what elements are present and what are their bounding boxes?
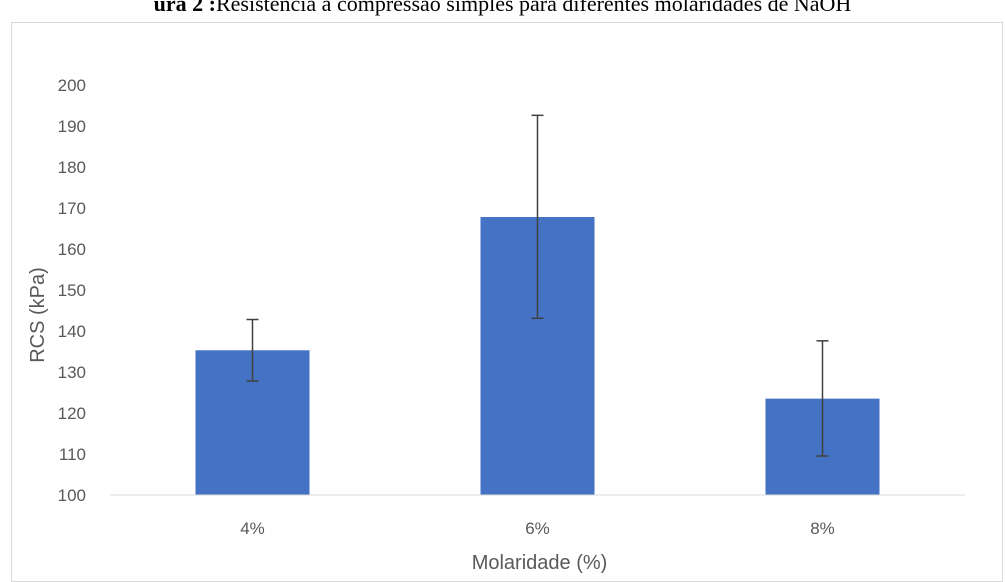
x-tick-label: 6% [525,519,550,538]
y-axis-title: RCS (kPa) [27,267,49,363]
y-tick-label: 160 [58,240,86,259]
error-bar [531,114,544,320]
error-bar [816,340,829,457]
error-bar [246,318,259,382]
y-tick-label: 200 [58,76,86,95]
x-axis-title: Molaridade (%) [472,552,608,574]
x-tick-label: 4% [240,519,265,538]
y-tick-label: 190 [58,117,86,136]
y-tick-label: 150 [58,281,86,300]
y-tick-label: 110 [59,445,86,464]
y-tick-label: 170 [58,199,86,218]
x-tick-label: 8% [810,519,835,538]
bars [195,217,880,495]
y-tick-label: 100 [58,486,86,505]
y-tick-label: 130 [58,363,86,382]
error-bars [246,114,829,457]
figure-caption: ura 2 :Resistência à compressão simples … [0,0,1005,17]
y-tick-label: 180 [58,158,86,177]
y-axis-ticks: 100 110 120 130 140 150 160 170 180 190 200 [58,76,86,505]
x-axis-ticks: 4% 6% 8% [240,519,835,538]
y-tick-label: 120 [58,404,86,423]
figure-caption-text: Resistência à compressão simples para di… [215,0,852,16]
figure-caption-prefix: ura 2 : [153,0,216,16]
y-tick-label: 140 [58,322,86,341]
